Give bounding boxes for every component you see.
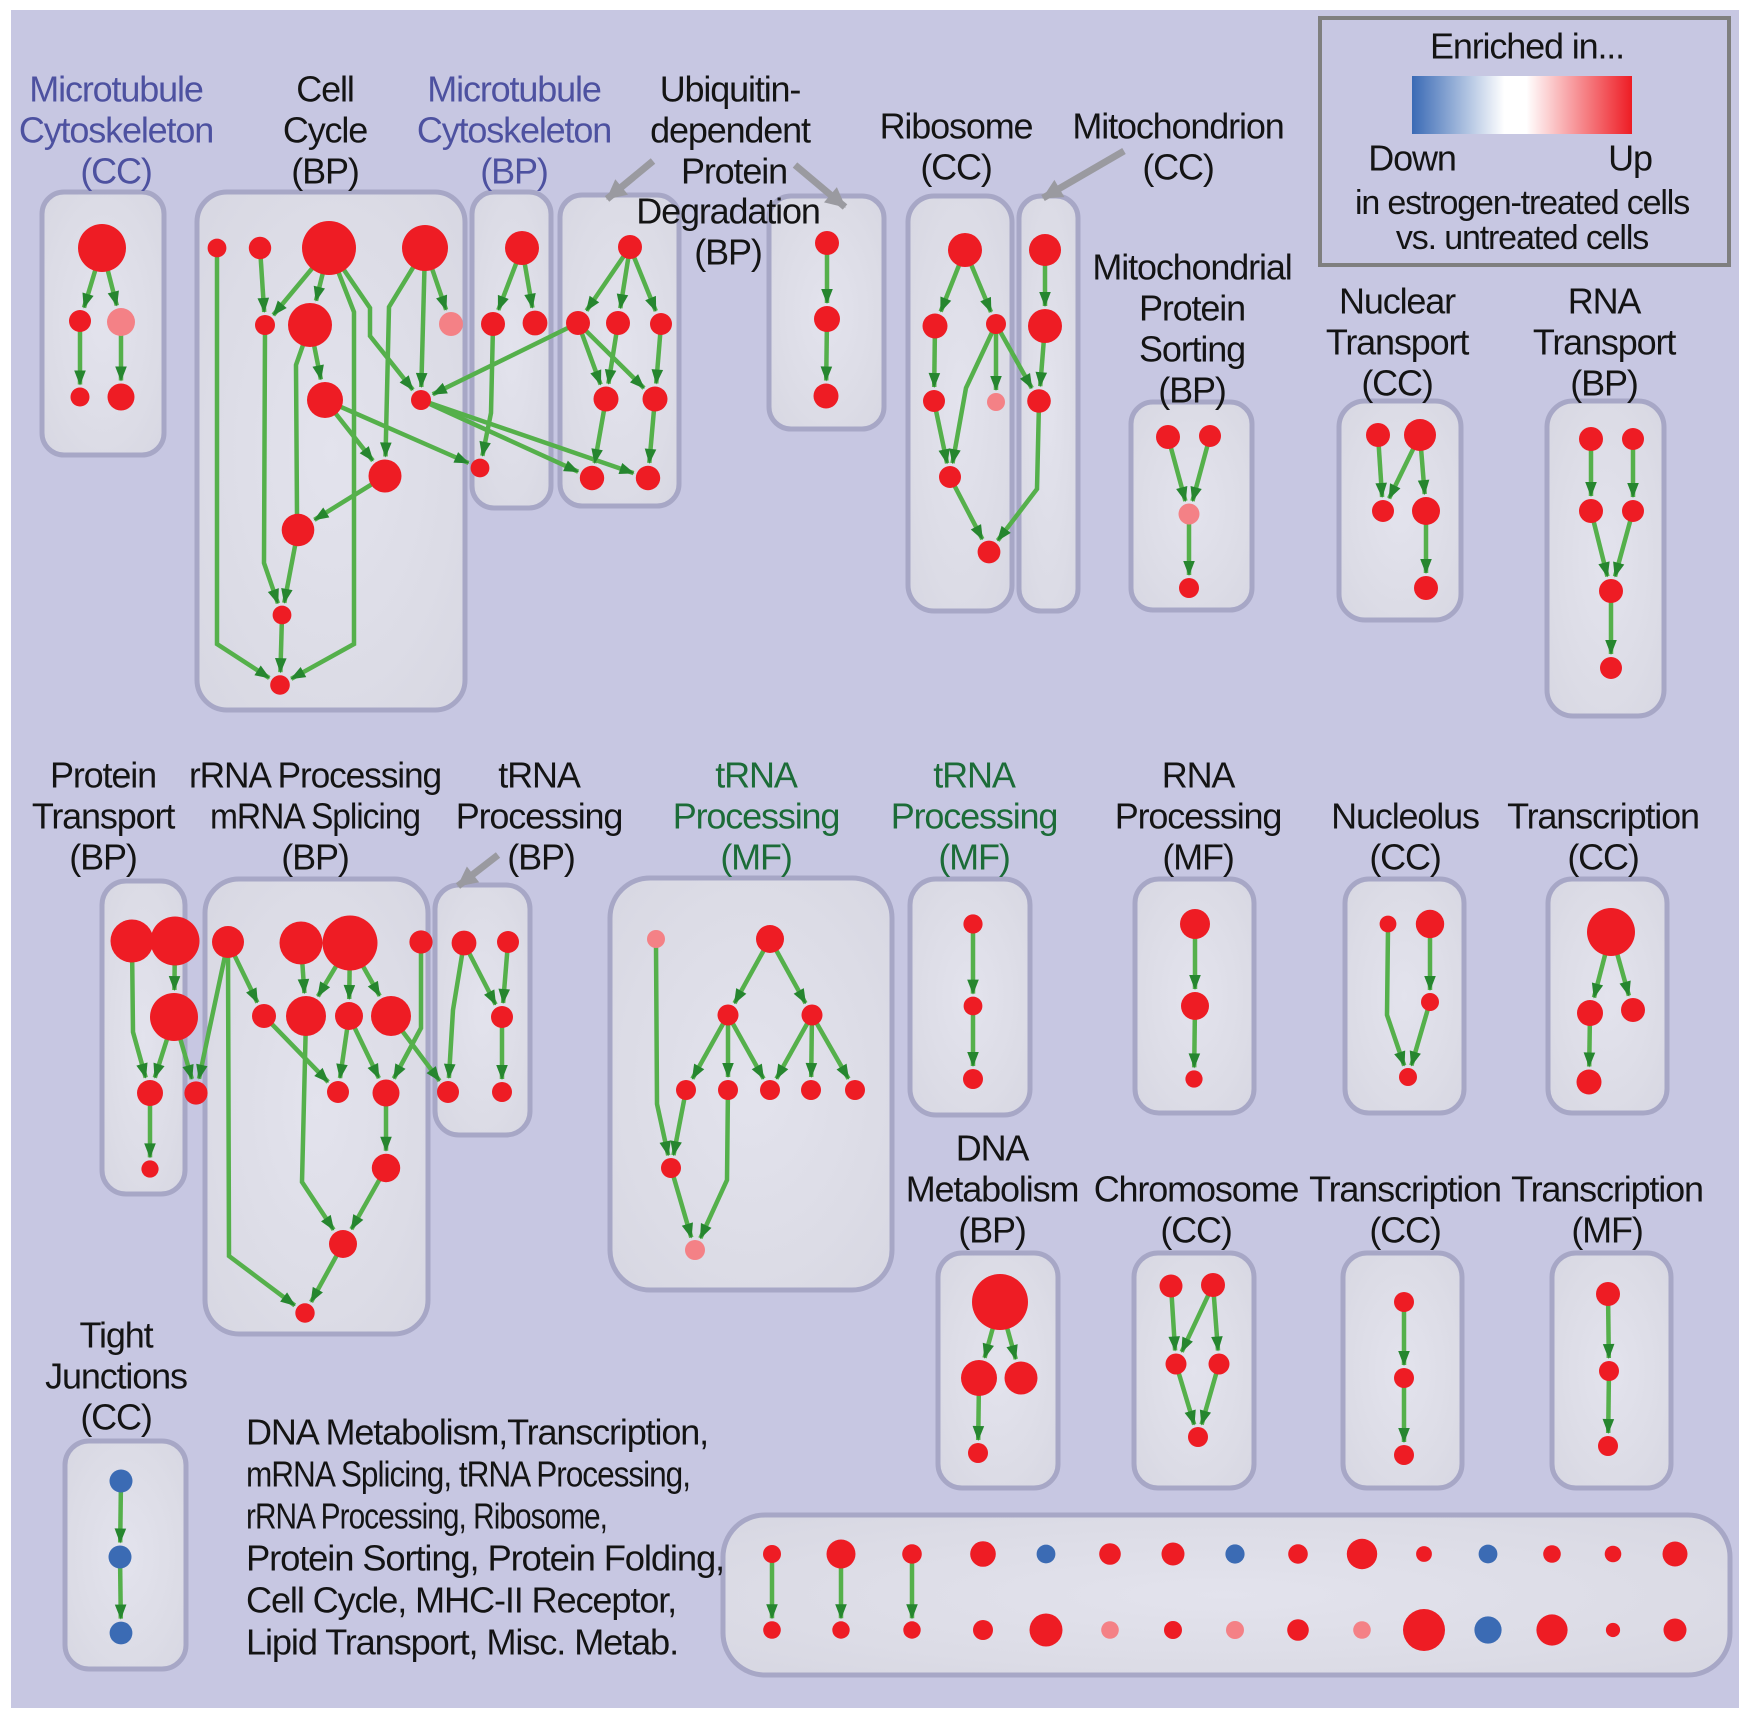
svg-text:Transport: Transport	[1326, 322, 1470, 363]
svg-text:Sorting: Sorting	[1139, 329, 1245, 370]
svg-text:(CC): (CC)	[1369, 1210, 1440, 1251]
svg-text:Degradation: Degradation	[636, 191, 820, 232]
svg-text:Transport: Transport	[32, 796, 176, 837]
svg-text:Enriched in...: Enriched in...	[1430, 26, 1624, 67]
svg-text:(BP): (BP)	[1570, 363, 1637, 404]
svg-text:Microtubule: Microtubule	[29, 69, 203, 110]
svg-text:tRNA: tRNA	[933, 755, 1016, 796]
svg-text:dependent: dependent	[650, 110, 811, 151]
svg-text:Metabolism: Metabolism	[906, 1169, 1079, 1210]
svg-text:(BP): (BP)	[69, 837, 136, 878]
svg-text:Ubiquitin-: Ubiquitin-	[660, 69, 801, 110]
svg-text:Down: Down	[1368, 138, 1455, 179]
svg-text:Lipid Transport, Misc. Metab.: Lipid Transport, Misc. Metab.	[246, 1622, 678, 1663]
svg-text:Chromosome: Chromosome	[1094, 1169, 1299, 1210]
svg-text:Protein: Protein	[50, 755, 156, 796]
svg-text:DNA Metabolism,Transcription,: DNA Metabolism,Transcription,	[246, 1412, 708, 1453]
svg-text:(BP): (BP)	[291, 151, 358, 192]
svg-text:Nuclear: Nuclear	[1339, 281, 1456, 322]
svg-text:in estrogen-treated cells: in estrogen-treated cells	[1355, 184, 1689, 222]
svg-text:Processing: Processing	[456, 796, 623, 837]
svg-text:(MF): (MF)	[1162, 837, 1233, 878]
svg-text:(MF): (MF)	[1571, 1210, 1642, 1251]
svg-text:RNA: RNA	[1162, 755, 1236, 796]
svg-text:(MF): (MF)	[720, 837, 791, 878]
svg-text:Cell Cycle, MHC-II Receptor,: Cell Cycle, MHC-II Receptor,	[246, 1580, 676, 1621]
svg-text:Ribosome: Ribosome	[880, 106, 1033, 147]
svg-text:Transcription: Transcription	[1507, 796, 1699, 837]
svg-text:Transcription: Transcription	[1511, 1169, 1703, 1210]
svg-text:Tight: Tight	[80, 1315, 154, 1356]
svg-text:Nucleolus: Nucleolus	[1331, 796, 1479, 837]
svg-text:mRNA Splicing, tRNA Processing: mRNA Splicing, tRNA Processing,	[246, 1454, 690, 1495]
svg-text:Protein: Protein	[1139, 288, 1245, 329]
svg-text:Microtubule: Microtubule	[427, 69, 601, 110]
svg-text:(CC): (CC)	[1142, 147, 1213, 188]
svg-text:Protein: Protein	[681, 151, 787, 192]
svg-text:(CC): (CC)	[80, 151, 151, 192]
svg-text:tRNA: tRNA	[498, 755, 581, 796]
svg-text:Mitochondrion: Mitochondrion	[1072, 106, 1283, 147]
svg-text:Junctions: Junctions	[45, 1356, 187, 1397]
svg-text:Cytoskeleton: Cytoskeleton	[417, 110, 611, 151]
svg-text:Processing: Processing	[1115, 796, 1282, 837]
svg-text:rRNA Processing, Ribosome,: rRNA Processing, Ribosome,	[246, 1496, 607, 1537]
svg-text:Transcription: Transcription	[1309, 1169, 1501, 1210]
svg-text:Transport: Transport	[1533, 322, 1677, 363]
svg-text:Cytoskeleton: Cytoskeleton	[19, 110, 213, 151]
svg-text:(BP): (BP)	[281, 837, 348, 878]
svg-text:(BP): (BP)	[1158, 370, 1225, 411]
svg-text:(CC): (CC)	[1369, 837, 1440, 878]
svg-text:Cell: Cell	[296, 69, 353, 110]
svg-text:(CC): (CC)	[1361, 363, 1432, 404]
svg-text:(BP): (BP)	[480, 151, 547, 192]
svg-text:Processing: Processing	[891, 796, 1058, 837]
svg-text:Protein Sorting, Protein Foldi: Protein Sorting, Protein Folding,	[246, 1538, 724, 1579]
svg-text:(BP): (BP)	[958, 1210, 1025, 1251]
svg-text:mRNA Splicing: mRNA Splicing	[210, 796, 420, 837]
svg-text:vs. untreated cells: vs. untreated cells	[1396, 219, 1648, 257]
svg-text:(BP): (BP)	[694, 232, 761, 273]
svg-text:(CC): (CC)	[920, 147, 991, 188]
svg-text:DNA: DNA	[956, 1128, 1030, 1169]
svg-text:Mitochondrial: Mitochondrial	[1092, 247, 1291, 288]
svg-text:Up: Up	[1608, 138, 1652, 179]
svg-text:(CC): (CC)	[1160, 1210, 1231, 1251]
svg-text:(CC): (CC)	[80, 1397, 151, 1438]
svg-text:rRNA Processing: rRNA Processing	[189, 755, 441, 796]
svg-text:(MF): (MF)	[938, 837, 1009, 878]
svg-text:(CC): (CC)	[1567, 837, 1638, 878]
svg-text:tRNA: tRNA	[715, 755, 798, 796]
svg-text:RNA: RNA	[1568, 281, 1642, 322]
svg-text:Cycle: Cycle	[283, 110, 367, 151]
svg-text:(BP): (BP)	[507, 837, 574, 878]
svg-text:Processing: Processing	[673, 796, 840, 837]
